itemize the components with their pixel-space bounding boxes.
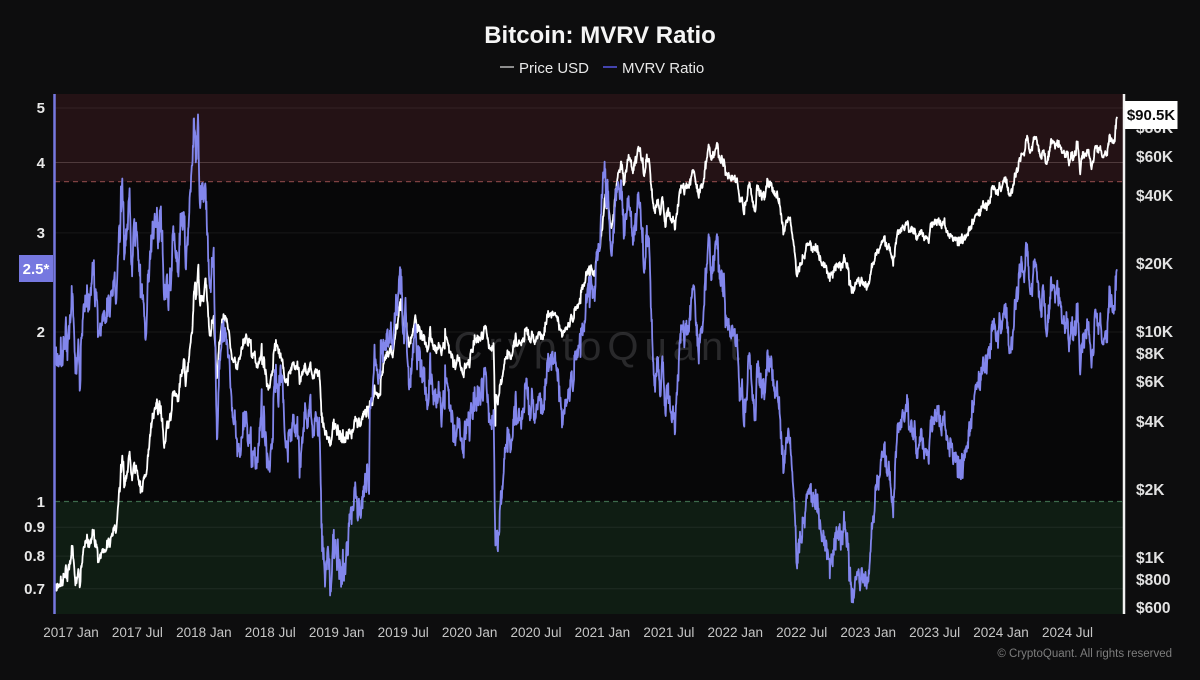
svg-text:MVRV Ratio: MVRV Ratio — [622, 60, 704, 77]
svg-text:$10K: $10K — [1136, 324, 1174, 341]
svg-text:$1K: $1K — [1136, 550, 1165, 567]
svg-text:$4K: $4K — [1136, 414, 1165, 431]
svg-text:$20K: $20K — [1136, 256, 1174, 273]
svg-text:2018 Jul: 2018 Jul — [245, 625, 296, 640]
svg-text:$90.5K: $90.5K — [1127, 107, 1176, 124]
svg-text:0.8: 0.8 — [24, 548, 45, 565]
svg-text:$8K: $8K — [1136, 346, 1165, 363]
svg-text:$6K: $6K — [1136, 374, 1165, 391]
svg-text:$600: $600 — [1136, 600, 1170, 617]
svg-text:2019 Jul: 2019 Jul — [378, 625, 429, 640]
svg-text:1: 1 — [37, 494, 45, 511]
svg-text:Price USD: Price USD — [519, 60, 589, 77]
svg-text:2021 Jan: 2021 Jan — [575, 625, 631, 640]
svg-text:2022 Jan: 2022 Jan — [708, 625, 764, 640]
svg-text:2019 Jan: 2019 Jan — [309, 625, 365, 640]
svg-text:2020 Jan: 2020 Jan — [442, 625, 498, 640]
svg-text:2024 Jul: 2024 Jul — [1042, 625, 1093, 640]
svg-text:$800: $800 — [1136, 572, 1170, 589]
svg-text:CryptoQuant: CryptoQuant — [454, 325, 747, 369]
svg-text:© CryptoQuant. All rights rese: © CryptoQuant. All rights reserved — [997, 648, 1172, 660]
svg-text:2.5*: 2.5* — [23, 261, 50, 278]
svg-text:$60K: $60K — [1136, 149, 1174, 166]
svg-text:5: 5 — [37, 100, 45, 117]
svg-text:2023 Jan: 2023 Jan — [840, 625, 896, 640]
svg-text:2020 Jul: 2020 Jul — [510, 625, 561, 640]
svg-text:0.9: 0.9 — [24, 519, 45, 536]
svg-text:2018 Jan: 2018 Jan — [176, 625, 232, 640]
svg-text:2017 Jul: 2017 Jul — [112, 625, 163, 640]
svg-text:2017 Jan: 2017 Jan — [43, 625, 99, 640]
svg-text:2022 Jul: 2022 Jul — [776, 625, 827, 640]
svg-text:2: 2 — [37, 324, 45, 341]
svg-text:2023 Jul: 2023 Jul — [909, 625, 960, 640]
svg-text:2024 Jan: 2024 Jan — [973, 625, 1029, 640]
svg-text:2021 Jul: 2021 Jul — [643, 625, 694, 640]
svg-text:0.7: 0.7 — [24, 581, 45, 598]
svg-text:Bitcoin: MVRV Ratio: Bitcoin: MVRV Ratio — [484, 22, 716, 49]
svg-text:$40K: $40K — [1136, 188, 1174, 205]
svg-text:$2K: $2K — [1136, 482, 1165, 499]
svg-text:3: 3 — [37, 225, 45, 242]
svg-text:4: 4 — [37, 155, 46, 172]
